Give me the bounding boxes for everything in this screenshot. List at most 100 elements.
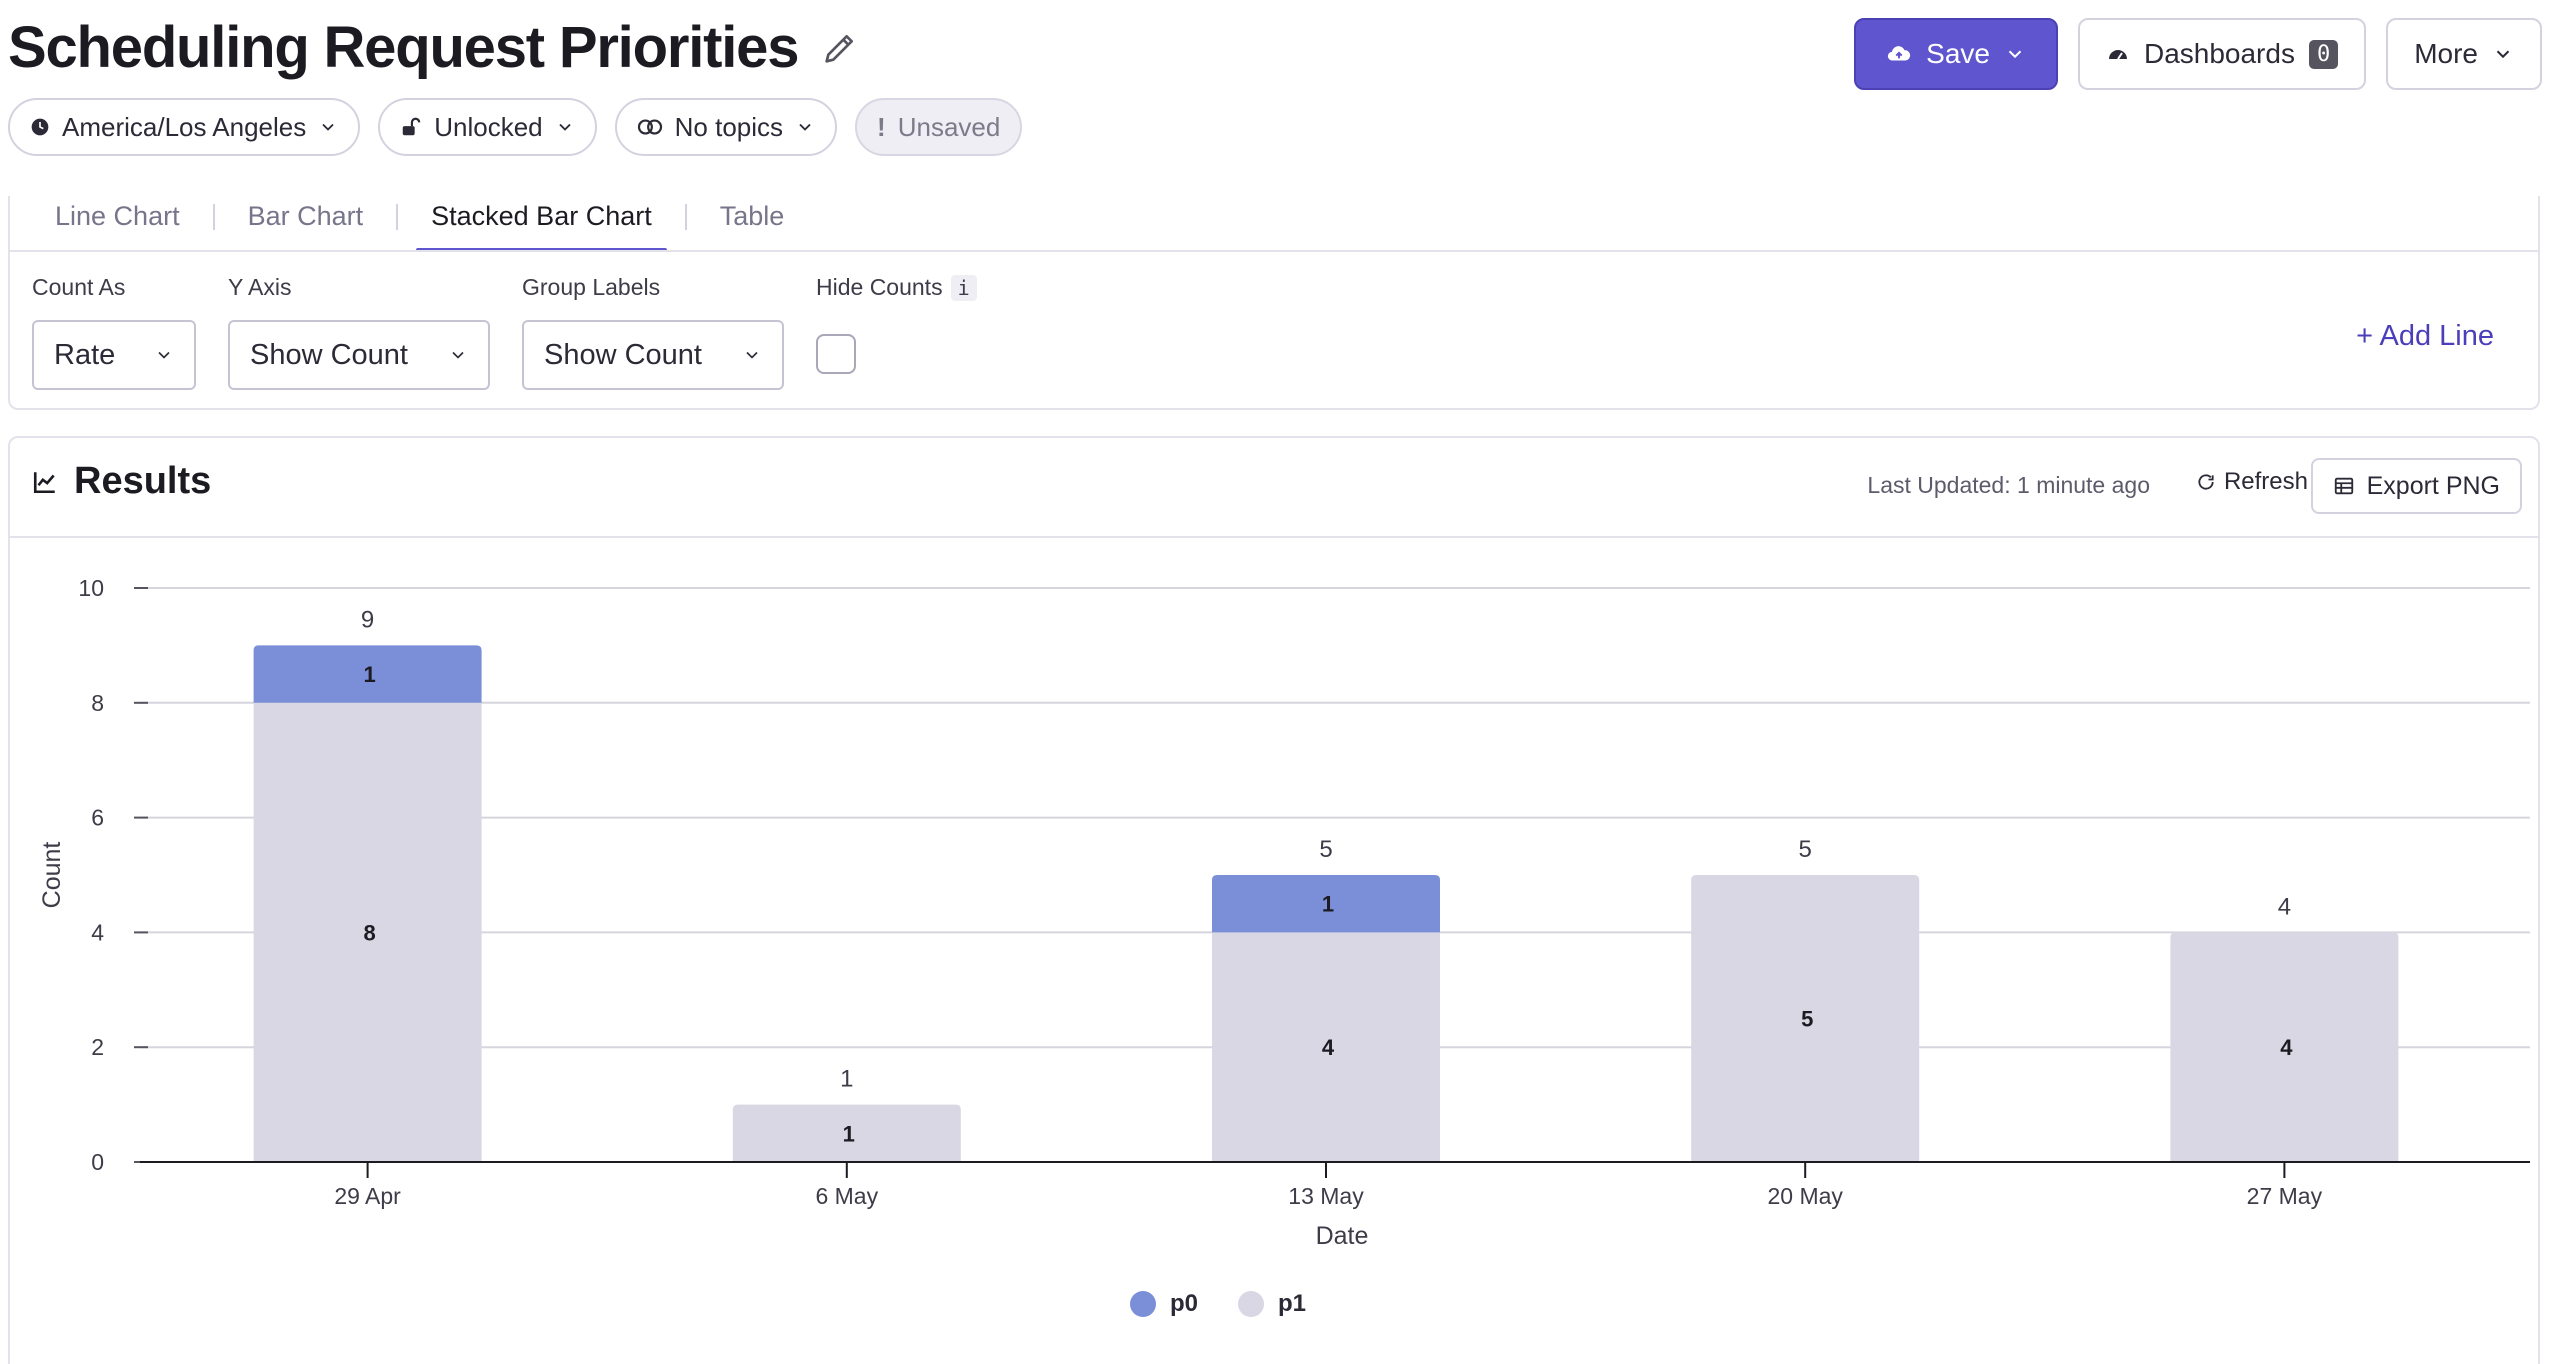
table-icon xyxy=(2334,477,2353,495)
last-updated-text: Last Updated: 1 minute ago xyxy=(1867,472,2150,498)
x-tick-label: 29 Apr xyxy=(334,1183,401,1209)
stacked-bar-chart: 0 2 4 6 8 10 Count 8 1 9 29 Apr 1 1 6 May 4 1 5 13 May 5 5 2… xyxy=(38,575,2530,1250)
chevron-down-icon xyxy=(746,351,758,359)
results-header: Results xyxy=(32,460,211,503)
hide-counts-checkbox[interactable] xyxy=(816,334,856,374)
group-labels-value: Show Count xyxy=(544,338,702,371)
lock-pill[interactable]: Unlocked xyxy=(378,98,597,156)
segment-label-p0: 1 xyxy=(1322,892,1334,917)
segment-label-p1: 8 xyxy=(363,920,375,945)
chevron-down-icon xyxy=(452,351,464,359)
legend-dot-p0 xyxy=(1130,1291,1156,1317)
more-button[interactable]: More xyxy=(2386,18,2542,90)
header-actions: Save Dashboards 0 More xyxy=(1854,18,2542,90)
chart-settings-card: Line Chart Bar Chart Stacked Bar Chart T… xyxy=(8,196,2540,410)
x-tick-label: 13 May xyxy=(1288,1183,1364,1209)
topics-pill[interactable]: No topics xyxy=(614,98,838,156)
bar-segment-p1 xyxy=(253,702,482,1162)
x-tick-label: 27 May xyxy=(2247,1183,2323,1209)
dashboards-label: Dashboards xyxy=(2143,38,2295,69)
unsaved-status-pill: ! Unsaved xyxy=(855,98,1023,156)
total-label: 9 xyxy=(361,606,374,633)
export-png-label: Export PNG xyxy=(2366,471,2500,500)
chart-type-tabs: Line Chart Bar Chart Stacked Bar Chart T… xyxy=(40,196,799,252)
tabs-divider xyxy=(10,250,2538,252)
hide-counts-label: Hide Counts i xyxy=(816,274,977,301)
count-as-label: Count As xyxy=(32,274,126,300)
add-line-button[interactable]: + Add Line xyxy=(2356,320,2494,352)
group-labels-select[interactable]: Show Count xyxy=(522,320,784,390)
tab-line-chart[interactable]: Line Chart xyxy=(55,201,180,231)
y-axis-value: Show Count xyxy=(250,338,408,371)
legend-item-p0[interactable]: p0 xyxy=(1130,1290,1198,1318)
bar-segment-p0 xyxy=(253,645,482,703)
tab-bar-chart[interactable]: Bar Chart xyxy=(247,201,364,231)
exclamation-icon: ! xyxy=(877,111,886,142)
line-chart-icon xyxy=(33,471,55,493)
x-axis-label: Date xyxy=(1316,1222,1369,1250)
chevron-down-icon xyxy=(322,123,334,131)
y-tick-label: 6 xyxy=(91,805,104,831)
lock-label: Unlocked xyxy=(434,111,543,142)
legend-item-p1[interactable]: p1 xyxy=(1238,1290,1306,1318)
bar-segment-p0 xyxy=(1212,875,1440,933)
bar-segment-p1 xyxy=(2170,932,2399,1162)
x-tick-label: 20 May xyxy=(1767,1183,1843,1209)
segment-label-p1: 4 xyxy=(2280,1035,2293,1060)
tab-separator xyxy=(684,204,687,230)
y-tick-label: 4 xyxy=(91,919,104,945)
tab-stacked-bar-chart[interactable]: Stacked Bar Chart xyxy=(416,196,667,252)
results-title: Results xyxy=(74,460,212,502)
legend-label-p0: p0 xyxy=(1170,1290,1199,1317)
info-icon[interactable]: i xyxy=(950,275,977,301)
hide-counts-text: Hide Counts xyxy=(816,274,943,300)
total-label: 5 xyxy=(1799,836,1812,863)
dashboards-button[interactable]: Dashboards 0 xyxy=(2077,18,2367,90)
chevron-down-icon xyxy=(158,351,170,359)
legend-dot-p1 xyxy=(1238,1291,1265,1317)
bar-segment-p1 xyxy=(732,1104,961,1162)
bar-segment-p1 xyxy=(1691,875,1920,1162)
total-label: 4 xyxy=(2278,893,2291,920)
y-axis-select[interactable]: Show Count xyxy=(228,320,490,390)
tab-separator xyxy=(396,204,399,230)
edit-pencil-icon[interactable] xyxy=(820,28,860,68)
chart-legend: p0 p1 xyxy=(1130,1290,1306,1318)
topics-icon xyxy=(637,119,662,135)
chevron-down-icon xyxy=(2008,50,2022,59)
export-png-button[interactable]: Export PNG xyxy=(2310,458,2522,514)
chevron-down-icon xyxy=(799,123,811,131)
refresh-button[interactable]: Refresh xyxy=(2196,468,2308,496)
save-label: Save xyxy=(1926,38,1990,69)
tab-separator xyxy=(212,204,215,230)
chevron-down-icon xyxy=(559,123,571,131)
timezone-pill[interactable]: America/Los Angeles xyxy=(8,98,361,156)
refresh-icon xyxy=(2198,474,2214,490)
y-axis-label: Count xyxy=(38,842,66,909)
results-divider xyxy=(10,536,2538,538)
unsaved-label: Unsaved xyxy=(897,111,1001,142)
segment-label-p1: 1 xyxy=(843,1121,855,1146)
y-tick-label: 0 xyxy=(91,1149,104,1175)
tab-table[interactable]: Table xyxy=(719,201,785,231)
y-axis-label: Y Axis xyxy=(228,274,292,300)
timezone-label: America/Los Angeles xyxy=(62,111,307,142)
results-card: Results Last Updated: 1 minute ago Refre… xyxy=(8,436,2540,1364)
y-tick-label: 10 xyxy=(78,575,104,601)
group-labels-label: Group Labels xyxy=(522,274,661,300)
gauge-icon xyxy=(2108,50,2127,60)
dashboards-count-badge: 0 xyxy=(2308,39,2339,69)
cloud-upload-icon xyxy=(1888,46,1911,61)
refresh-label: Refresh xyxy=(2223,468,2308,495)
x-tick-label: 6 May xyxy=(815,1183,878,1209)
pill-row: America/Los Angeles Unlocked No topics !… xyxy=(8,98,1023,156)
count-as-value: Rate xyxy=(54,338,116,371)
legend-label-p1: p1 xyxy=(1278,1290,1307,1317)
save-button[interactable]: Save xyxy=(1854,18,2058,90)
total-label: 5 xyxy=(1319,836,1332,863)
total-label: 1 xyxy=(840,1066,853,1093)
count-as-select[interactable]: Rate xyxy=(32,320,196,390)
more-label: More xyxy=(2414,38,2478,69)
topics-label: No topics xyxy=(674,111,784,142)
unlock-icon xyxy=(403,117,421,136)
